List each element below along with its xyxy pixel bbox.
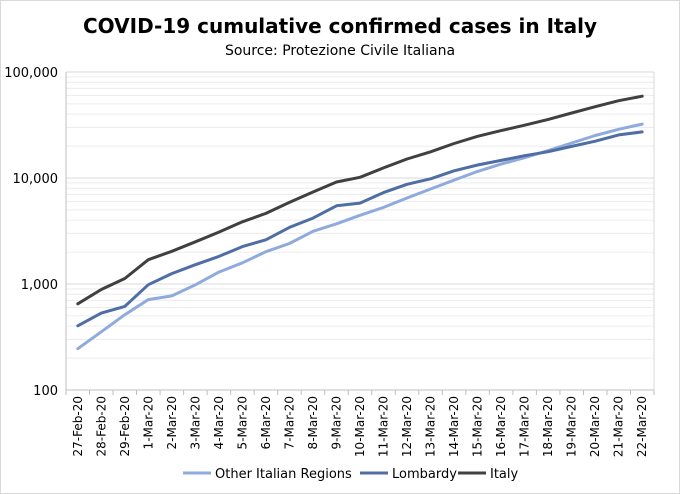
x-tick-label: 17-Mar-20 [518, 396, 532, 457]
x-tick-label: 19-Mar-20 [565, 396, 579, 457]
x-tick-label: 9-Mar-20 [329, 396, 343, 449]
series-lines [76, 94, 644, 351]
x-tick-label: 3-Mar-20 [188, 396, 202, 449]
x-tick-label: 13-Mar-20 [424, 396, 438, 457]
x-tick-label: 8-Mar-20 [306, 396, 320, 449]
x-tick-label: 18-Mar-20 [541, 396, 555, 457]
x-tick-label: 7-Mar-20 [282, 396, 296, 449]
x-tick-label: 16-Mar-20 [494, 396, 508, 457]
y-tick-label: 10,000 [13, 172, 59, 187]
x-tick-label: 4-Mar-20 [212, 396, 226, 449]
x-tick-label: 20-Mar-20 [588, 396, 602, 457]
x-tick-label: 6-Mar-20 [259, 396, 273, 449]
chart-subtitle: Source: Protezione Civile Italiana [225, 43, 455, 59]
series-line-italy [76, 94, 644, 306]
chart-title: COVID-19 cumulative confirmed cases in I… [83, 14, 597, 38]
x-tick-label: 28-Feb-20 [94, 396, 108, 456]
x-tick-label: 15-Mar-20 [471, 396, 485, 457]
x-tick-label: 22-Mar-20 [635, 396, 649, 457]
y-tick-label: 100,000 [4, 66, 58, 81]
legend-label-lombardy: Lombardy [392, 467, 457, 482]
y-axis-tick-labels: 100 1,000 10,000 100,000 [4, 66, 58, 399]
x-tick-label: 11-Mar-20 [377, 396, 391, 457]
x-tick-label: 2-Mar-20 [165, 396, 179, 449]
x-tick-label: 14-Mar-20 [447, 396, 461, 457]
legend: Other Italian Regions Lombardy Italy [183, 467, 519, 482]
gridlines [65, 71, 655, 391]
x-tick-label: 29-Feb-20 [118, 396, 132, 456]
x-axis: 27-Feb-20 28-Feb-20 29-Feb-20 1-Mar-20 2-Mar… [65, 390, 655, 457]
x-tick-label: 1-Mar-20 [141, 396, 155, 449]
x-tick-label: 12-Mar-20 [400, 396, 414, 457]
x-tick-label: 5-Mar-20 [235, 396, 249, 449]
x-tick-label: 21-Mar-20 [612, 396, 626, 457]
x-tick-label: 10-Mar-20 [353, 396, 367, 457]
y-tick-label: 1,000 [21, 278, 58, 293]
series-line-lombardy [76, 130, 644, 328]
y-tick-label: 100 [33, 384, 58, 399]
legend-label-italy: Italy [490, 467, 519, 482]
legend-label-other-italian-regions: Other Italian Regions [215, 467, 352, 482]
x-tick-label: 27-Feb-20 [71, 396, 85, 456]
